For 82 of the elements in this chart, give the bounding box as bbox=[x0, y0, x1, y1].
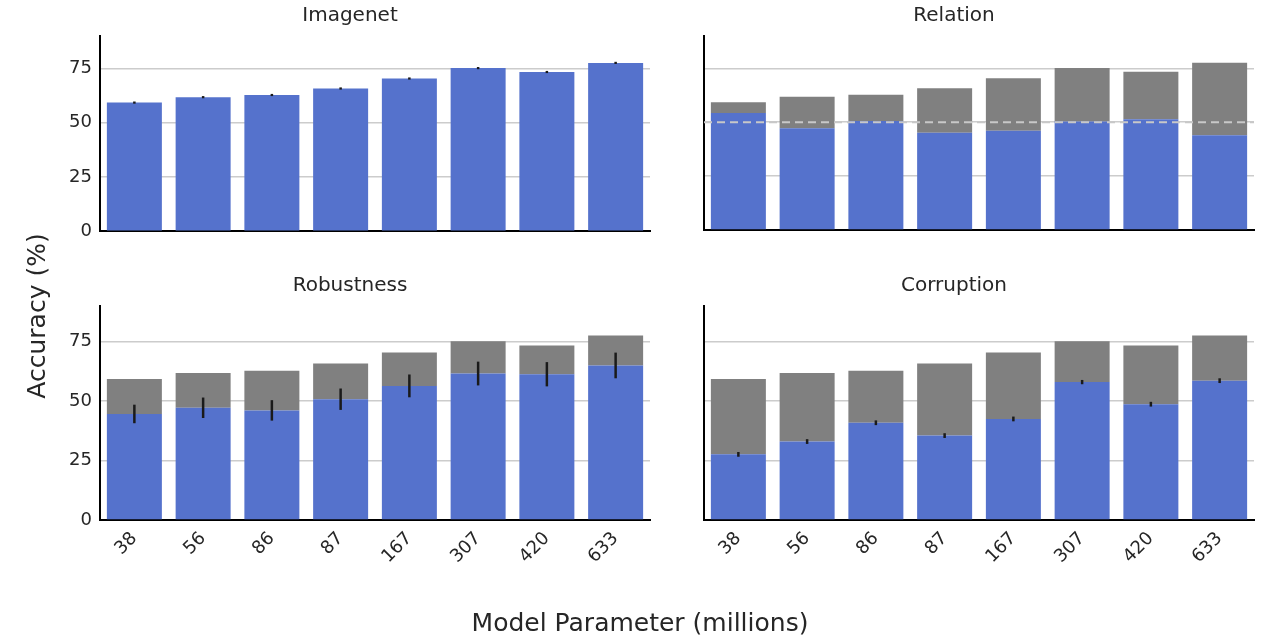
bar bbox=[175, 97, 231, 231]
x-tick-label: 38 bbox=[109, 526, 141, 558]
x-tick-label: 633 bbox=[1186, 526, 1226, 567]
chart-title: Imagenet bbox=[302, 2, 398, 27]
bar bbox=[106, 379, 162, 414]
bar bbox=[1192, 335, 1248, 381]
bar bbox=[710, 454, 766, 520]
bar bbox=[381, 385, 437, 520]
bar bbox=[381, 352, 437, 386]
y-tick-label: 25 bbox=[69, 164, 92, 186]
y-tick-label: 75 bbox=[69, 329, 92, 351]
bar bbox=[917, 88, 973, 133]
bar bbox=[917, 363, 973, 436]
y-tick-label: 50 bbox=[69, 110, 92, 132]
bar bbox=[1054, 67, 1110, 122]
bar bbox=[1054, 341, 1110, 383]
x-tick-label: 56 bbox=[178, 526, 210, 558]
bar bbox=[588, 335, 644, 366]
bar bbox=[1054, 121, 1110, 230]
bar bbox=[985, 78, 1041, 131]
bar bbox=[450, 68, 506, 231]
bar bbox=[313, 88, 369, 231]
bar bbox=[519, 72, 575, 231]
bar bbox=[1192, 380, 1248, 520]
bar bbox=[175, 373, 231, 408]
bar bbox=[848, 120, 904, 230]
bar bbox=[588, 365, 644, 520]
chart-title: Relation bbox=[913, 2, 995, 27]
bar bbox=[1192, 135, 1248, 230]
x-tick-label: 420 bbox=[1117, 526, 1158, 567]
y-tick-label: 0 bbox=[80, 218, 92, 240]
x-tick-label: 87 bbox=[919, 526, 951, 558]
x-axis-title: Model Parameter (millions) bbox=[471, 607, 809, 637]
y-tick-label: 25 bbox=[69, 448, 92, 470]
bar bbox=[106, 102, 162, 231]
bar bbox=[588, 62, 644, 231]
bar bbox=[1192, 62, 1248, 136]
x-tick-label: 56 bbox=[782, 526, 814, 558]
bar bbox=[848, 94, 904, 121]
x-tick-label: 633 bbox=[582, 526, 622, 567]
bar bbox=[1054, 382, 1110, 520]
bar bbox=[917, 435, 973, 520]
bar bbox=[710, 379, 766, 455]
y-tick-label: 75 bbox=[69, 56, 92, 78]
bar bbox=[779, 441, 835, 520]
bar bbox=[519, 345, 575, 375]
bar bbox=[175, 407, 231, 520]
bar bbox=[1123, 119, 1179, 230]
bar bbox=[313, 363, 369, 400]
chart-title: Corruption bbox=[901, 272, 1007, 297]
x-tick-label: 38 bbox=[713, 526, 745, 558]
bar bbox=[985, 418, 1041, 520]
bar bbox=[1123, 71, 1179, 120]
bar bbox=[450, 341, 506, 374]
bar bbox=[244, 94, 300, 231]
bar bbox=[244, 370, 300, 411]
bar bbox=[1123, 404, 1179, 520]
y-axis-title: Accuracy (%) bbox=[21, 233, 51, 399]
bar bbox=[710, 112, 766, 230]
bar bbox=[779, 96, 835, 129]
bar bbox=[985, 352, 1041, 419]
bar bbox=[381, 78, 437, 231]
x-tick-label: 87 bbox=[315, 526, 347, 558]
x-tick-label: 420 bbox=[513, 526, 554, 567]
bar bbox=[1123, 345, 1179, 405]
bar bbox=[244, 410, 300, 520]
x-tick-label: 86 bbox=[246, 526, 279, 558]
bar bbox=[779, 373, 835, 442]
bar bbox=[985, 130, 1041, 230]
bar bbox=[848, 422, 904, 520]
x-tick-label: 86 bbox=[850, 526, 883, 558]
bar bbox=[779, 128, 835, 230]
bar bbox=[313, 399, 369, 520]
bar bbox=[917, 132, 973, 230]
bar bbox=[519, 374, 575, 520]
bar bbox=[106, 413, 162, 520]
chart-title: Robustness bbox=[292, 272, 408, 297]
bar bbox=[450, 373, 506, 520]
bar bbox=[848, 370, 904, 423]
y-tick-label: 50 bbox=[69, 388, 92, 410]
y-tick-label: 0 bbox=[80, 507, 92, 529]
bar bbox=[710, 102, 766, 113]
